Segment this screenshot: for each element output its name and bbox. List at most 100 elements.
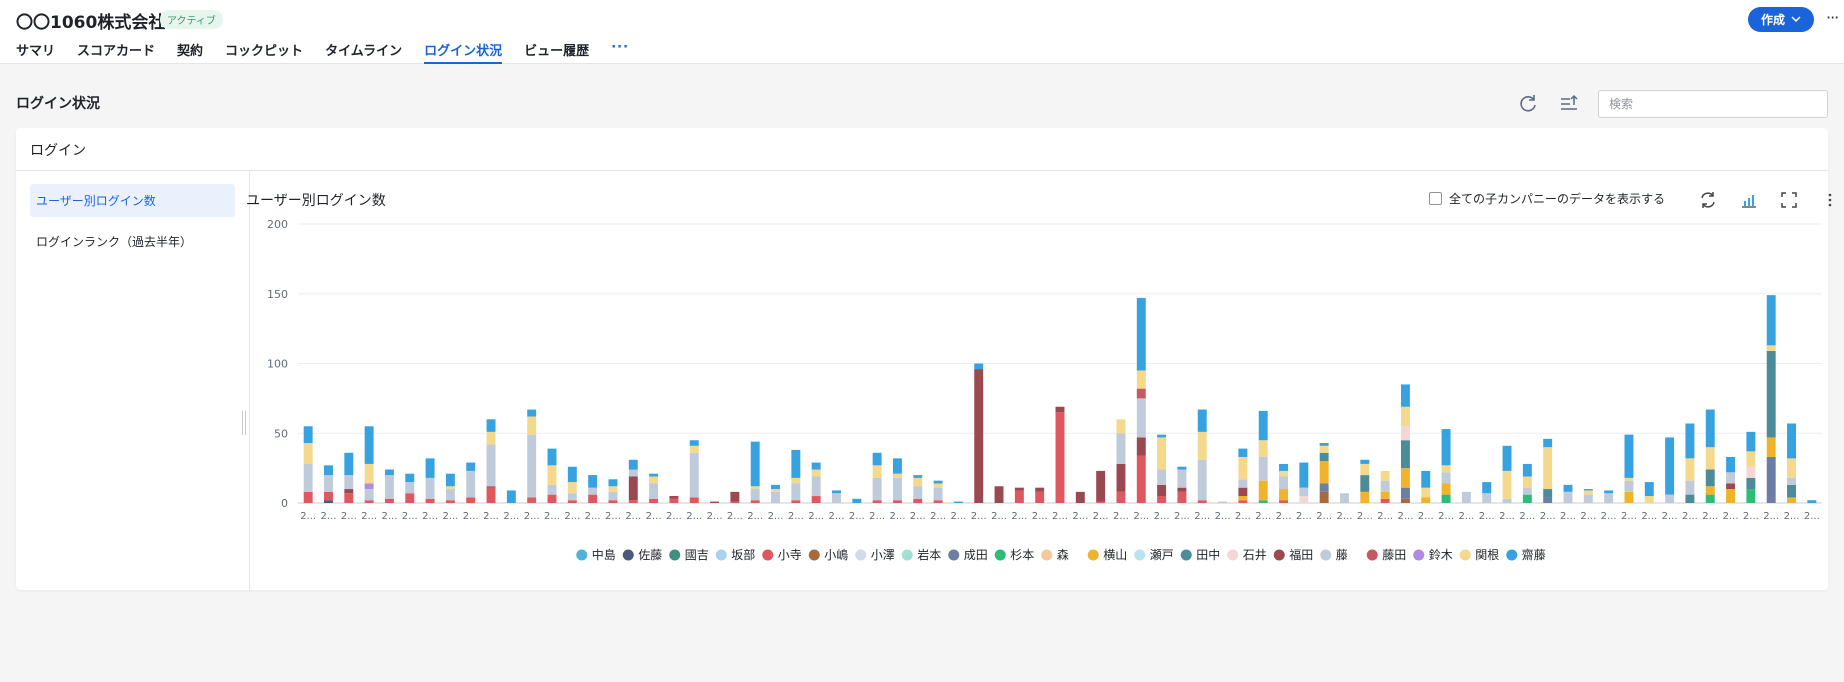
bar-segment [872,452,882,466]
tab-cockpit[interactable]: コックピット [225,44,304,59]
bar-segment [1238,456,1248,480]
x-tick-label: 2... [646,511,662,522]
x-tick-label: 2... [1784,511,1800,522]
bar-segment [344,489,354,494]
bar-segment [811,476,821,497]
bar-segment [1136,437,1146,456]
x-tick-label: 2... [300,511,316,522]
bar-segment [1279,463,1288,471]
bar-segment [324,465,333,476]
bar-segment [1136,388,1146,399]
x-tick-label: 2... [1113,511,1129,522]
bar-segment [1380,491,1390,499]
bar-segment [1380,480,1390,492]
more-menu-icon[interactable]: ··· [1826,8,1839,27]
x-tick-label: 2... [1276,511,1292,522]
x-tick-label: 2... [585,511,601,522]
show-child-companies-checkbox[interactable] [1429,192,1442,205]
legend-marker [901,549,913,561]
bar-segment [1238,487,1248,497]
bar-segment [1218,501,1228,503]
chart-legend[interactable]: 中島 佐藤 國吉 坂部 小寺 小嶋 小澤 岩本 成田 杉本 森 横山 瀬戸 田中 石井 福田 藤 藤田 鈴木 関根 齋藤 [576,547,1546,562]
bar-segment [1766,456,1776,503]
tab-summary[interactable]: サマリ [16,44,56,59]
bar-segment [933,480,943,484]
bar-segment [974,369,984,503]
create-button-label: 作成 [1760,13,1785,27]
legend-marker [994,549,1006,561]
bar-segment [344,452,354,476]
legend-marker [762,549,774,561]
bar-segment [1685,480,1695,495]
x-tick-label: 2... [1154,511,1170,522]
tab-contract[interactable]: 契約 [177,44,204,59]
bar-segment [1380,498,1390,503]
legend-marker [622,549,634,561]
legend-marker [1413,549,1425,561]
sidebar-item-login-rank[interactable]: ログインランク（過去半年） [36,235,193,249]
bar-segment [364,426,374,464]
bar-segment [1482,493,1492,503]
bar-segment [527,434,537,498]
show-child-companies-option[interactable]: 全ての子カンパニーのデータを表示する [1429,190,1665,207]
bar-segment [1258,456,1268,481]
bar-segment [1055,412,1065,503]
bar-segment [1238,496,1248,501]
bar-segment [1624,480,1634,492]
bar-segment [1604,493,1614,503]
legend-label: 鈴木 [1429,547,1453,562]
chart-more-icon[interactable] [1820,190,1840,210]
x-tick-label: 2... [1215,511,1231,522]
bar-segment [303,491,313,503]
bar-segment [486,487,496,503]
tab-view-history[interactable]: ビュー履歴 [524,44,590,59]
bar-segment [1421,497,1431,503]
resize-handle[interactable] [242,411,246,435]
bar-segment [324,491,333,501]
fullscreen-icon[interactable] [1779,190,1799,210]
bar-segment [1177,487,1187,492]
bar-segment [608,500,618,503]
bar-segment [1319,445,1329,453]
bar-segment [1400,426,1410,441]
sort-icon[interactable] [1558,92,1580,114]
bar-segment [1461,491,1471,503]
x-tick-label: 2... [1093,511,1109,522]
sync-icon[interactable] [1698,190,1718,210]
bar-segment [303,463,313,492]
bar-segment [1746,466,1756,478]
x-tick-label: 2... [829,511,845,522]
legend-label: 藤田 [1382,548,1406,562]
bar-segment [588,494,598,503]
bar-segment [628,476,638,501]
bar-segment [1279,489,1288,501]
bar-segment [1543,447,1553,490]
create-button[interactable]: 作成 [1748,7,1814,32]
refresh-icon[interactable] [1517,92,1539,114]
bar-segment [1340,493,1349,503]
y-tick-label: 200 [267,218,288,231]
bar-segment [689,445,699,453]
bar-segment [1705,447,1715,470]
sidebar-item-logins-by-user[interactable]: ユーザー別ログイン数 [30,184,235,217]
x-tick-label: 2... [1032,511,1048,522]
tab-scorecard[interactable]: スコアカード [77,44,156,59]
bar-segment [1502,445,1512,471]
x-tick-label: 2... [889,511,905,522]
bar-segment [344,475,354,490]
tab-more[interactable]: ··· [611,40,630,55]
search-input[interactable] [1598,90,1828,118]
chart-type-icon[interactable] [1739,190,1759,210]
bar-segment [1400,498,1410,503]
tab-login-status[interactable]: ログイン状況 [424,40,503,64]
tab-timeline[interactable]: タイムライン [325,44,403,59]
bar-segment [1482,482,1492,494]
bar-segment [384,475,394,499]
x-axis-labels: 2... 2... 2... 2... 2... 2... 2... 2... 2... 2...… [300,511,1820,522]
bar-segment [1096,501,1106,503]
legend-marker [1273,549,1285,561]
x-tick-label: 2... [1601,511,1617,522]
x-tick-label: 2... [361,511,377,522]
bar-segment [588,475,598,488]
legend-marker [1087,549,1099,561]
